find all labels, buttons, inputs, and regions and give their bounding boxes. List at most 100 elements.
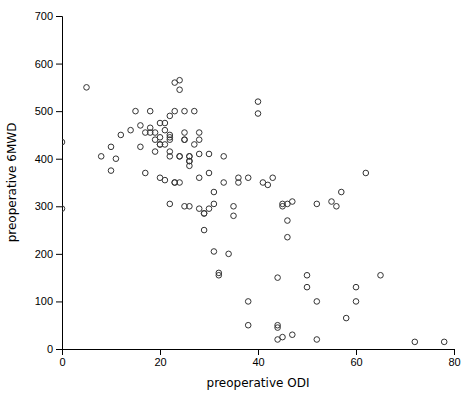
point [441,339,447,345]
y-tick: 300 [35,200,62,212]
point [275,325,281,331]
point [162,177,168,183]
point [245,175,251,181]
y-tick: 600 [35,58,62,70]
point [196,206,202,212]
point [255,111,261,117]
point [206,151,212,157]
point [275,275,281,281]
point [196,130,202,136]
point [84,85,90,91]
point [157,135,163,141]
point [138,144,144,150]
point [187,203,193,209]
y-tick-label: 200 [35,248,53,260]
point [177,154,183,160]
y-tick: 700 [35,10,62,22]
point [62,139,65,145]
point [206,206,212,212]
y-tick-mark [56,301,62,302]
point [221,180,227,186]
point [177,180,183,186]
y-tick-mark [56,159,62,160]
point [231,213,237,219]
y-tick-mark [56,64,62,65]
y-tick-label: 600 [35,58,53,70]
point [290,199,296,205]
x-tick-label: 80 [448,356,460,368]
point [201,211,207,217]
point [363,170,369,176]
point [334,203,340,209]
point [280,334,286,340]
point [196,175,202,181]
chart: 0 20 40 60 80 0 100 200 300 400 500 600 700 preoperat… [0,0,474,395]
x-tick-label: 0 [59,356,65,368]
y-axis: 0 100 200 300 400 500 600 700 [35,10,63,355]
point [147,108,153,114]
point [201,227,207,233]
point [201,211,207,217]
y-tick-label: 400 [35,153,53,165]
y-tick-label: 700 [35,10,53,22]
point [167,113,173,119]
point [177,154,183,160]
point [182,137,188,143]
y-axis-title: preoperative 6MWD [5,123,19,243]
point [211,249,217,255]
x-tick: 40 [252,349,264,368]
y-axis-line [56,17,63,350]
y-tick-label: 0 [47,343,53,355]
point [143,170,149,176]
point [221,154,227,160]
y-tick: 100 [35,295,62,307]
point [162,127,168,133]
x-tick-label: 20 [154,356,166,368]
x-tick-mark [160,349,161,355]
point [304,284,310,290]
point [255,99,261,105]
point [167,137,173,143]
x-tick-label: 60 [350,356,362,368]
point [62,206,65,212]
point [304,272,310,278]
point [167,201,173,207]
point [167,154,173,160]
y-tick-mark [56,254,62,255]
x-axis-title: preoperative ODI [207,376,310,390]
y-tick-label: 500 [35,105,53,117]
point [177,77,183,83]
point [162,142,168,148]
point [192,142,198,148]
y-tick: 200 [35,248,62,260]
y-tick: 400 [35,153,62,165]
point [216,272,222,278]
point [162,120,168,126]
x-tick: 20 [154,349,166,368]
x-axis: 0 20 40 60 80 [59,349,460,368]
y-tick: 500 [35,105,62,117]
point [152,130,158,136]
x-tick-mark [258,349,259,355]
point [353,284,359,290]
y-tick-label: 300 [35,200,53,212]
point [353,299,359,305]
point [133,108,139,114]
point [177,87,183,93]
point [187,163,193,169]
point [231,203,237,209]
point [339,189,345,195]
point [412,339,418,345]
point [211,189,217,195]
y-tick-mark [56,16,62,17]
y-tick-mark [56,349,62,350]
x-tick-label: 40 [252,356,264,368]
point [245,322,251,328]
x-tick-mark [356,349,357,355]
point [314,337,320,343]
point [118,132,124,138]
point [245,299,251,305]
x-tick: 60 [350,349,362,368]
points [62,77,447,344]
point [265,182,271,188]
